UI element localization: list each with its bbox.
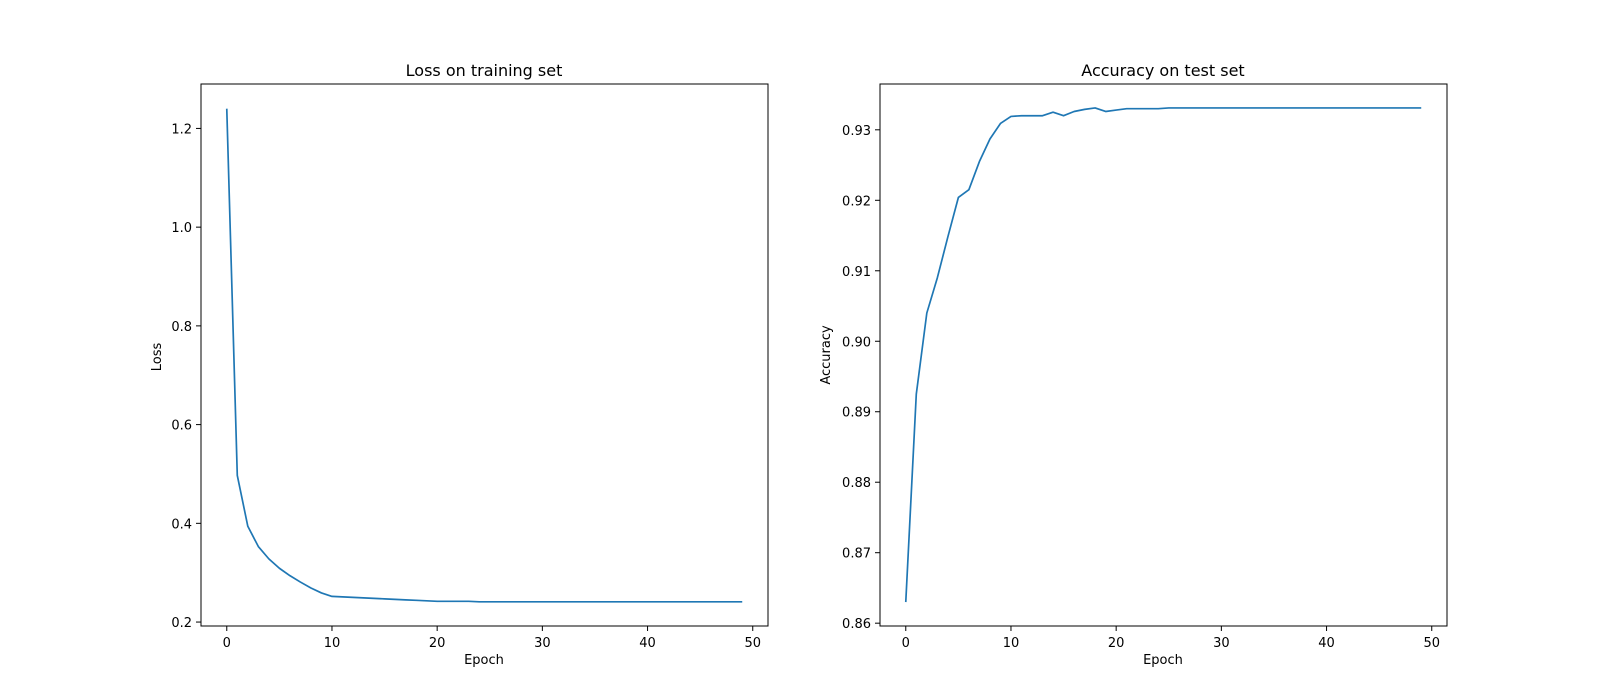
accuracy-chart-ylabel: Accuracy xyxy=(819,325,834,385)
loss-chart-xtick-label: 40 xyxy=(639,636,656,651)
loss-chart-ylabel: Loss xyxy=(150,343,165,372)
accuracy-chart-xtick-label: 50 xyxy=(1423,636,1440,651)
accuracy-chart-ytick-label: 0.86 xyxy=(842,617,871,632)
accuracy-chart-title: Accuracy on test set xyxy=(1081,61,1244,80)
accuracy-chart-ytick-label: 0.90 xyxy=(842,335,871,350)
accuracy-chart-yticks: 0.86 0.87 0.88 0.89 0.90 0.91 0.92 0.93 xyxy=(842,124,880,632)
loss-chart-ytick-label: 0.6 xyxy=(171,419,192,434)
loss-chart-ytick-label: 1.0 xyxy=(171,221,192,236)
loss-chart-xtick-label: 20 xyxy=(429,636,446,651)
loss-chart: Loss on training set Epoch Loss 0 10 20 30 4… xyxy=(150,61,769,668)
accuracy-chart-ytick-label: 0.87 xyxy=(842,547,871,562)
loss-chart-xlabel: Epoch xyxy=(464,653,504,668)
loss-chart-xtick-label: 10 xyxy=(324,636,341,651)
loss-chart-xtick-label: 30 xyxy=(534,636,551,651)
accuracy-chart-ytick-label: 0.93 xyxy=(842,124,871,139)
accuracy-chart-xtick-label: 30 xyxy=(1213,636,1230,651)
loss-chart-ytick-label: 0.4 xyxy=(171,517,192,532)
accuracy-chart-ytick-label: 0.89 xyxy=(842,406,871,421)
accuracy-chart-series-line xyxy=(904,107,1422,603)
loss-chart-ytick-label: 0.8 xyxy=(171,320,192,335)
loss-chart-xtick-label: 50 xyxy=(744,636,761,651)
loss-chart-title: Loss on training set xyxy=(406,61,563,80)
accuracy-chart-xtick-label: 10 xyxy=(1003,636,1020,651)
loss-chart-series-line xyxy=(225,108,743,603)
loss-chart-yticks: 0.2 0.4 0.6 0.8 1.0 1.2 xyxy=(171,122,201,631)
accuracy-chart: Accuracy on test set Epoch Accuracy 0 10 2… xyxy=(819,61,1448,668)
accuracy-chart-plot-frame xyxy=(879,83,1448,627)
loss-chart-xtick-label: 0 xyxy=(223,636,231,651)
loss-chart-ytick-label: 0.2 xyxy=(171,616,192,631)
loss-chart-ytick-label: 1.2 xyxy=(171,122,192,137)
loss-chart-xticks: 0 10 20 30 40 50 xyxy=(223,626,761,651)
loss-chart-plot-frame xyxy=(200,83,769,627)
accuracy-chart-xtick-label: 40 xyxy=(1318,636,1335,651)
accuracy-chart-ytick-label: 0.91 xyxy=(842,265,871,280)
accuracy-chart-xlabel: Epoch xyxy=(1143,653,1183,668)
accuracy-chart-xtick-label: 20 xyxy=(1108,636,1125,651)
accuracy-chart-xticks: 0 10 20 30 40 50 xyxy=(902,626,1440,651)
accuracy-chart-ytick-label: 0.88 xyxy=(842,476,871,491)
accuracy-chart-ytick-label: 0.92 xyxy=(842,194,871,209)
accuracy-chart-xtick-label: 0 xyxy=(902,636,910,651)
